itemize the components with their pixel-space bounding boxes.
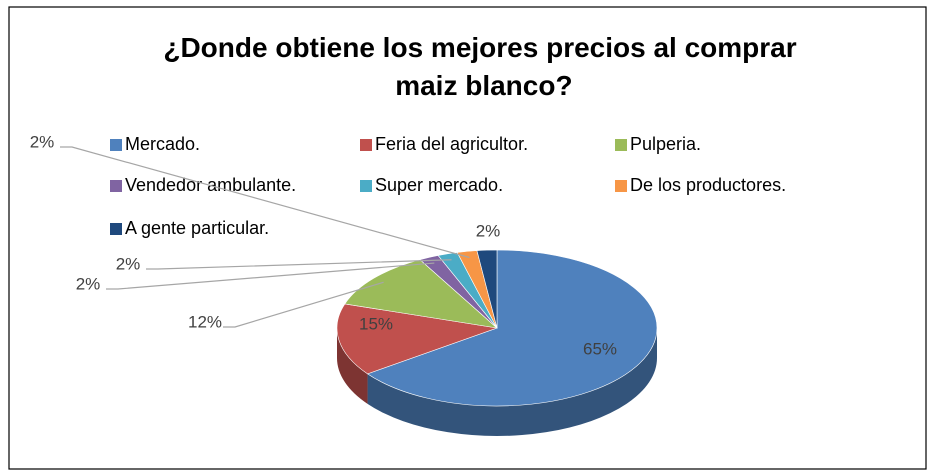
leader-line: [60, 146, 470, 259]
slice-side: [367, 328, 657, 437]
legend-label: De los productores.: [630, 175, 786, 195]
chart-title: ¿Donde obtiene los mejores precios al co…: [163, 32, 796, 101]
legend-swatch: [110, 139, 122, 151]
legend-label: Mercado.: [125, 134, 200, 154]
legend-swatch: [360, 139, 372, 151]
slice: [366, 249, 658, 407]
legend-label: Super mercado.: [375, 175, 503, 195]
slice: [336, 303, 498, 375]
pie-sides: [337, 328, 657, 437]
legend-label: A gente particular.: [125, 218, 269, 238]
title-line: maiz blanco?: [387, 70, 572, 101]
data-label: 12%: [188, 312, 222, 331]
legend-swatch: [615, 180, 627, 192]
legend-swatch: [110, 223, 122, 235]
title-line: ¿Donde obtiene los mejores precios al co…: [163, 32, 796, 63]
leader-line: [106, 262, 435, 290]
legend-label: Pulperia.: [630, 134, 701, 154]
legend-swatch: [360, 180, 372, 192]
data-label: 2%: [30, 132, 55, 151]
slice-side: [337, 328, 368, 404]
data-label: 65%: [583, 339, 617, 358]
data-label: 15%: [359, 314, 393, 333]
legend-swatch: [615, 139, 627, 151]
data-label: 2%: [476, 221, 501, 240]
legend-label: Vendedor ambulante.: [125, 175, 296, 195]
data-label: 2%: [116, 254, 141, 273]
legend-swatch: [110, 180, 122, 192]
pie-tops: [336, 249, 658, 407]
leader-line: [223, 281, 384, 328]
leader-line: [146, 259, 452, 270]
data-label: 2%: [76, 274, 101, 293]
slice: [476, 249, 498, 329]
legend-label: Feria del agricultor.: [375, 134, 528, 154]
